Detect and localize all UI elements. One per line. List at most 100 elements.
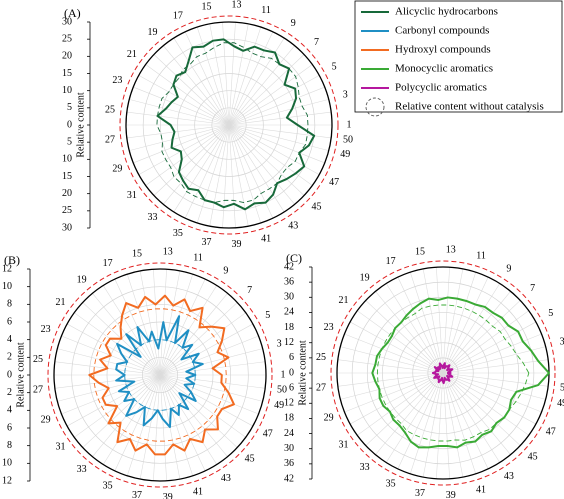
radial-tick-label: 8 (7, 440, 12, 451)
legend-label: Alicyclic hydrocarbons (395, 6, 498, 18)
radial-tick-label: 6 (7, 422, 12, 433)
legend-box (354, 0, 563, 113)
spoke (442, 372, 464, 478)
angle-label: 21 (338, 295, 348, 306)
angle-label: 21 (127, 49, 137, 60)
angle-label: 37 (132, 490, 142, 499)
angle-label: 29 (41, 415, 51, 426)
spoke (442, 310, 529, 374)
angle-label: 9 (291, 18, 296, 29)
radial-tick-label: 25 (62, 33, 72, 44)
radial-tick-label: 0 (7, 369, 12, 380)
spoke (442, 372, 450, 479)
legend-baseline-swatch (365, 97, 385, 117)
angle-label: 3 (560, 337, 564, 348)
angle-label: 27 (105, 134, 115, 145)
radial-tick-label: 36 (284, 458, 294, 469)
angle-label: 35 (386, 479, 396, 490)
radial-tick-label: 20 (62, 51, 72, 62)
outer-dashed-circle (119, 15, 339, 235)
axis-label: Relative content (15, 342, 26, 407)
series-line (115, 315, 204, 429)
angle-label: 7 (314, 37, 319, 48)
angle-label: 25 (316, 352, 326, 363)
spoke (442, 372, 549, 387)
angle-label: 49 (340, 149, 350, 160)
spoke (442, 372, 489, 470)
angle-label: 29 (112, 163, 122, 174)
radial-tick-label: 15 (62, 171, 72, 182)
grid-circle (177, 73, 281, 177)
angle-label: 50 (277, 385, 287, 396)
spoke (442, 283, 501, 374)
spoke (442, 372, 477, 474)
angle-label: 25 (33, 354, 43, 365)
angle-label: 23 (41, 324, 51, 335)
series-line (88, 294, 235, 456)
axis-label: Relative content (297, 340, 308, 405)
angle-label: 7 (247, 285, 252, 296)
spoke (385, 283, 444, 374)
spoke (442, 372, 521, 446)
grid-circle (142, 38, 316, 212)
series-line (156, 38, 316, 211)
legend-label: Hydroxyl compounds (395, 44, 491, 56)
radial-tick-label: 0 (289, 367, 294, 378)
angle-label: 5 (548, 308, 553, 319)
baseline-line (93, 308, 227, 442)
spoke (442, 321, 537, 374)
grid-circle (194, 90, 264, 160)
angle-label: 39 (232, 239, 242, 250)
radial-tick-label: 12 (2, 263, 12, 274)
radial-tick-label: 10 (62, 154, 72, 165)
grid-circle (351, 281, 535, 465)
spoke (375, 372, 444, 455)
spoke (442, 276, 489, 374)
angle-label: 43 (288, 221, 298, 232)
radial-tick-label: 24 (284, 307, 294, 318)
radial-tick-label: 30 (62, 16, 72, 27)
angle-label: 1 (347, 119, 352, 130)
spoke (442, 372, 546, 400)
radial-tick-label: 2 (7, 387, 12, 398)
radial-tick-label: 4 (7, 334, 12, 345)
angle-label: 13 (232, 0, 242, 11)
radial-tick-label: 18 (284, 322, 294, 333)
angle-label: 33 (77, 464, 87, 475)
legend: Alicyclic hydrocarbons Carbonyl compounds… (354, 0, 563, 117)
angle-label: 1 (281, 369, 286, 380)
angle-label: 3 (277, 339, 282, 350)
radial-tick-label: 20 (62, 188, 72, 199)
radial-tick-label: 6 (289, 352, 294, 363)
angle-label: 23 (324, 322, 334, 333)
angle-label: 35 (173, 228, 183, 239)
radial-tick-label: 4 (7, 405, 12, 416)
spoke (422, 372, 444, 478)
spoke (349, 372, 444, 425)
spoke (409, 372, 444, 474)
spoke (442, 300, 521, 374)
angle-label: 47 (546, 427, 556, 438)
spoke (385, 372, 444, 463)
angle-label: 11 (193, 252, 203, 263)
angle-label: 50 (343, 134, 353, 145)
angle-label: 29 (324, 413, 334, 424)
spoke (365, 300, 444, 374)
radial-tick-label: 6 (7, 316, 12, 327)
angle-label: 43 (504, 471, 514, 482)
radial-tick-label: 12 (284, 398, 294, 409)
angle-label: 47 (329, 177, 339, 188)
spoke (442, 333, 542, 374)
angle-label: 47 (263, 429, 273, 440)
spoke (442, 372, 529, 436)
angle-label: 33 (360, 462, 370, 473)
angle-label: 17 (173, 11, 183, 22)
angle-label: 9 (506, 263, 511, 274)
angle-label: 45 (528, 451, 538, 462)
spoke (442, 272, 477, 374)
angle-label: 45 (311, 201, 321, 212)
spoke (436, 267, 444, 374)
radial-tick-label: 12 (284, 337, 294, 348)
grid-circle (106, 321, 214, 429)
